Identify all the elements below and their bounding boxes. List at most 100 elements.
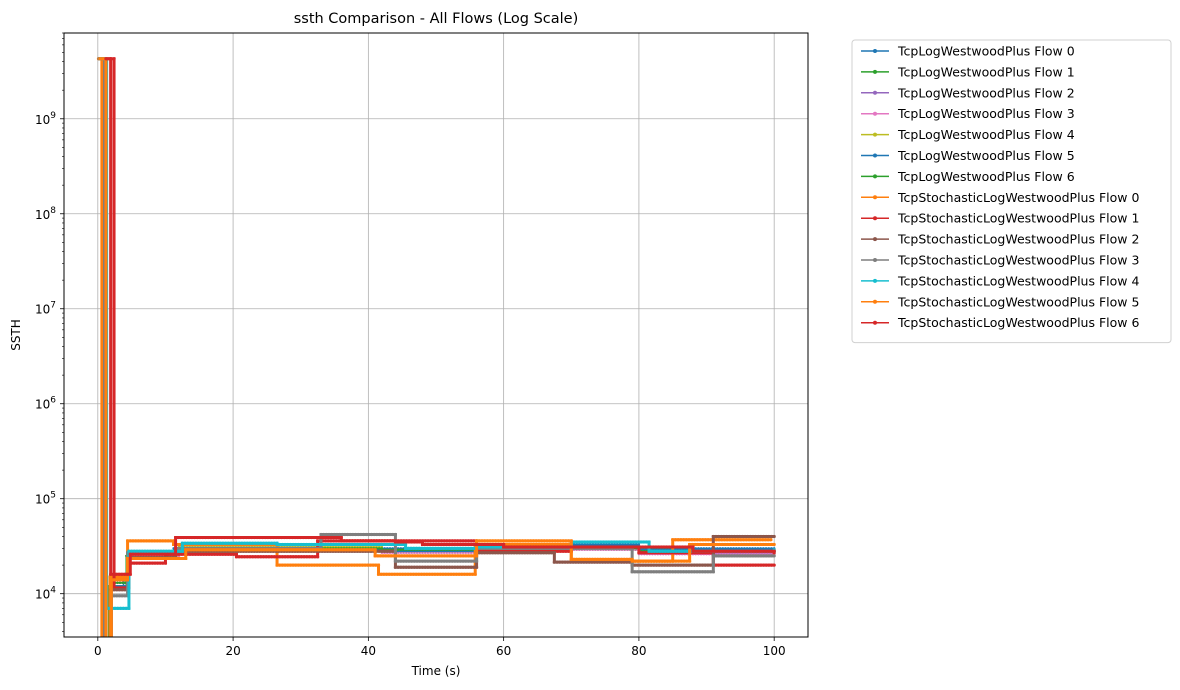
data-point xyxy=(389,554,393,558)
data-point xyxy=(144,552,148,556)
data-point xyxy=(754,554,758,558)
data-point xyxy=(735,534,739,539)
data-point xyxy=(585,540,589,544)
legend-marker xyxy=(873,174,877,179)
data-point xyxy=(692,563,696,567)
data-point xyxy=(407,540,411,544)
data-point xyxy=(338,532,342,537)
data-point xyxy=(234,555,239,559)
data-point xyxy=(644,540,648,544)
data-point xyxy=(150,552,154,556)
data-point xyxy=(679,559,684,563)
data-point xyxy=(401,540,406,544)
data-point xyxy=(419,572,424,576)
data-point xyxy=(477,551,481,555)
data-point xyxy=(639,551,644,555)
data-point xyxy=(199,541,203,545)
data-point xyxy=(301,535,305,540)
data-point xyxy=(714,538,718,542)
data-point xyxy=(194,541,198,545)
data-point xyxy=(135,561,139,565)
data-point xyxy=(532,542,536,547)
data-point xyxy=(644,563,648,567)
legend-entry: TcpStochasticLogWestwoodPlus Flow 3 xyxy=(861,253,1139,268)
series-line xyxy=(109,57,775,590)
data-point xyxy=(639,540,643,544)
legend-entry: TcpStochasticLogWestwoodPlus Flow 1 xyxy=(861,211,1139,226)
data-point xyxy=(202,541,206,545)
data-point xyxy=(461,554,465,558)
data-point xyxy=(469,546,473,550)
data-point xyxy=(196,552,200,556)
data-point xyxy=(123,575,127,579)
data-point xyxy=(401,572,405,576)
data-point xyxy=(464,542,468,547)
data-point xyxy=(499,542,503,547)
data-point xyxy=(206,535,210,540)
data-point xyxy=(361,539,365,543)
data-point xyxy=(688,545,692,549)
data-point xyxy=(655,559,659,563)
data-point xyxy=(428,542,433,547)
data-point xyxy=(660,570,664,574)
data-point xyxy=(142,561,147,565)
data-point xyxy=(407,565,411,569)
data-point xyxy=(698,542,703,547)
data-point xyxy=(131,556,135,561)
data-point xyxy=(307,535,311,540)
data-point xyxy=(124,606,128,611)
series-line xyxy=(105,57,776,576)
data-point xyxy=(575,540,579,544)
legend-entry: TcpStochasticLogWestwoodPlus Flow 6 xyxy=(861,315,1139,330)
data-point xyxy=(483,545,487,549)
data-point xyxy=(256,541,260,545)
data-point xyxy=(638,559,642,563)
data-point xyxy=(110,642,113,645)
data-point xyxy=(690,570,694,574)
data-point xyxy=(560,560,565,564)
data-point xyxy=(499,539,503,543)
data-point xyxy=(394,554,399,558)
data-point xyxy=(262,548,266,552)
data-point xyxy=(120,578,124,582)
legend-marker xyxy=(873,237,877,242)
data-point xyxy=(756,549,760,553)
data-point xyxy=(722,554,726,558)
data-point xyxy=(474,554,479,558)
data-point xyxy=(693,542,697,547)
data-point xyxy=(446,572,450,576)
data-point xyxy=(723,549,728,553)
data-point xyxy=(612,540,616,544)
data-point xyxy=(393,565,398,569)
data-point xyxy=(745,549,749,553)
data-point xyxy=(388,549,392,553)
legend-label: TcpLogWestwoodPlus Flow 6 xyxy=(897,169,1075,184)
data-point xyxy=(564,539,568,543)
data-point xyxy=(417,572,421,576)
data-point xyxy=(755,538,759,542)
data-point xyxy=(758,542,763,547)
data-point xyxy=(347,563,351,567)
data-point xyxy=(694,549,698,553)
data-point xyxy=(115,575,120,579)
data-point xyxy=(488,551,492,555)
data-point xyxy=(298,535,303,540)
data-point xyxy=(353,539,357,543)
data-point xyxy=(377,532,382,537)
data-point xyxy=(155,539,159,543)
data-point xyxy=(302,563,306,567)
data-point xyxy=(137,556,141,561)
data-point xyxy=(111,572,116,576)
data-point xyxy=(454,572,459,576)
data-point xyxy=(410,540,414,544)
data-point xyxy=(695,538,699,542)
data-point xyxy=(536,551,540,555)
data-point xyxy=(342,542,346,547)
data-point xyxy=(162,549,166,553)
data-point xyxy=(112,578,116,582)
data-point xyxy=(254,548,258,552)
data-point xyxy=(450,565,454,569)
data-point xyxy=(726,542,730,547)
data-point xyxy=(128,539,132,543)
data-point xyxy=(571,545,575,549)
